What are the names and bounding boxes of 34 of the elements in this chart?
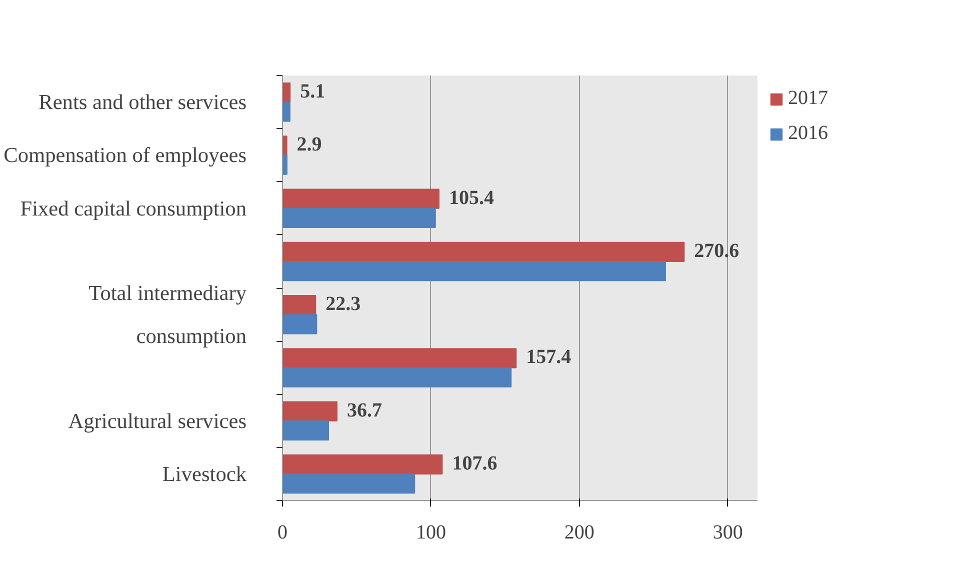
data-label: 270.6 xyxy=(694,240,740,262)
bar xyxy=(282,188,440,209)
bar xyxy=(282,367,512,388)
x-tick-label: 200 xyxy=(564,522,594,544)
data-label: 157.4 xyxy=(526,346,572,368)
y-tick-label: Agricultural services xyxy=(68,408,247,433)
bar xyxy=(282,314,318,334)
data-label: 2.9 xyxy=(296,134,322,156)
y-tick-label: Livestock xyxy=(162,462,247,486)
bar xyxy=(282,473,416,494)
legend-label: 2016 xyxy=(788,122,828,145)
bar xyxy=(282,294,316,316)
y-tick-label: Total intermediary consumption xyxy=(88,280,247,348)
bar xyxy=(282,420,330,440)
x-tick-label: 100 xyxy=(416,522,446,544)
legend-label: 2017 xyxy=(788,87,828,110)
x-tick-label: 0 xyxy=(278,522,288,544)
bar xyxy=(282,208,436,228)
bar xyxy=(282,154,288,175)
y-tick-label: Rents and other services xyxy=(38,90,247,114)
y-tick-label: Fixed capital consumption xyxy=(20,196,247,220)
data-label: 107.6 xyxy=(452,452,498,474)
data-label: 105.4 xyxy=(448,186,494,209)
bar xyxy=(282,242,685,262)
bar xyxy=(282,454,443,474)
bar xyxy=(282,102,290,122)
data-label: 22.3 xyxy=(326,293,361,315)
bar xyxy=(282,348,517,368)
bar xyxy=(282,260,666,282)
y-tick-label: Compensation of employees xyxy=(4,143,246,168)
data-label: 36.7 xyxy=(346,399,382,422)
bar xyxy=(282,401,338,422)
data-label: 5.1 xyxy=(300,80,326,102)
x-tick-label: 300 xyxy=(712,522,743,544)
